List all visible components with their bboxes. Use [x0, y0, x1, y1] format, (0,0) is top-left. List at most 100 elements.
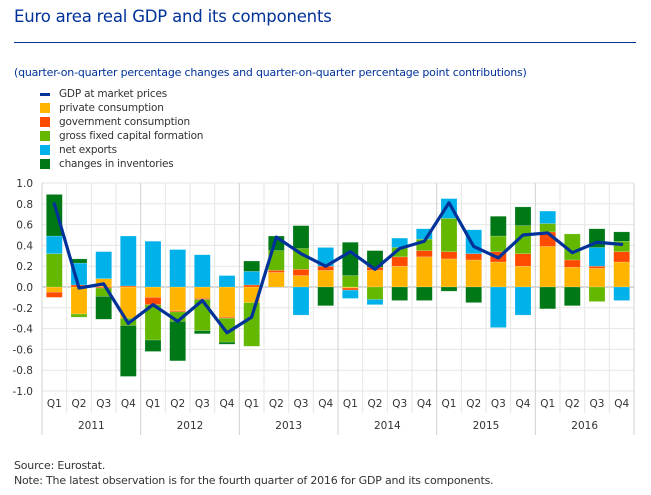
bar-segment-net-exports: [440, 198, 458, 219]
legend-item-net-exports[interactable]: net exports: [40, 143, 203, 157]
bar-segment-private-consumption: [514, 265, 532, 288]
bar-segment-net-exports: [95, 251, 112, 279]
x-axis: Q1 Q2 Q3 Q4 Q1 Q2 Q3 Q4 Q1 Q2 Q3 Q4 Q1 Q2 Q3 Q4 Q1 Q2 Q3 Q4…: [47, 398, 630, 432]
x-quarter-label: Q2: [466, 398, 481, 410]
bar-segment-changes-in-inventories: [120, 325, 137, 377]
x-quarter-label: Q2: [170, 398, 185, 410]
legend-item-private-consumption[interactable]: private consumption: [40, 101, 203, 115]
bar-segment-net-exports: [613, 286, 630, 301]
legend-swatch-icon: [40, 103, 50, 113]
y-tick-label: -1.0: [13, 386, 34, 398]
bar-segment-private-consumption: [588, 268, 606, 288]
bar-segment-changes-in-inventories: [46, 194, 63, 237]
x-quarter-label: Q1: [442, 398, 457, 410]
source-note: Source: Eurostat.: [14, 459, 106, 472]
bar-segment-changes-in-inventories: [292, 225, 310, 249]
bar-segment-gross-fixed-capital-formation: [342, 275, 359, 288]
legend-label: government consumption: [59, 116, 190, 128]
bar-segment-private-consumption: [268, 272, 285, 288]
y-tick-label: -0.8: [13, 365, 34, 377]
bar-segment-government-consumption: [268, 270, 285, 273]
y-tick-label: 1.0: [16, 178, 33, 190]
x-quarter-label: Q4: [614, 398, 629, 410]
bar-segment-private-consumption: [366, 270, 384, 288]
x-quarter-label: Q1: [343, 398, 358, 410]
bar-segment-government-consumption: [169, 310, 186, 313]
bar-segment-government-consumption: [243, 284, 260, 288]
gdp-line-layer: [52, 201, 624, 335]
bar-segment-government-consumption: [564, 259, 581, 268]
bar-segment-private-consumption: [218, 286, 236, 318]
bar-segment-changes-in-inventories: [416, 286, 433, 301]
x-year-label: 2016: [571, 420, 598, 432]
legend-item-gfcf[interactable]: gross fixed capital formation: [40, 129, 203, 143]
bar-segment-net-exports: [46, 235, 63, 254]
bar-segment-net-exports: [539, 210, 556, 224]
x-quarter-label: Q3: [195, 398, 210, 410]
bar-segment-private-consumption: [46, 286, 63, 293]
bar-segment-government-consumption: [514, 253, 532, 267]
x-year-label: 2013: [275, 420, 302, 432]
bar-segment-net-exports: [218, 275, 236, 288]
bar-segment-government-consumption: [465, 253, 482, 261]
x-quarter-label: Q1: [244, 398, 259, 410]
bar-segment-gross-fixed-capital-formation: [539, 223, 556, 233]
bar-segment-private-consumption: [539, 246, 556, 288]
y-tick-label: -0.2: [13, 303, 34, 315]
x-quarter-label: Q1: [540, 398, 555, 410]
gdp-line: [52, 201, 624, 335]
bar-segment-gross-fixed-capital-formation: [366, 286, 384, 300]
x-quarter-label: Q1: [47, 398, 62, 410]
bar-segment-gross-fixed-capital-formation: [440, 218, 458, 252]
bar-segment-private-consumption: [416, 256, 433, 288]
bar-segment-private-consumption: [292, 275, 310, 288]
x-quarter-label: Q4: [121, 398, 136, 410]
bar-segment-net-exports: [514, 286, 532, 316]
legend-item-inventories[interactable]: changes in inventories: [40, 157, 203, 171]
gdp-chart: -1.0 -0.8 -0.6 -0.4 -0.2 0.0 0.2 0.4 0.6 0.8 1.0 Q…: [13, 178, 635, 435]
chart-title: Euro area real GDP and its components: [14, 7, 332, 26]
bar-segment-changes-in-inventories: [70, 258, 88, 264]
bar-segment-net-exports: [292, 286, 310, 316]
bar-segment-net-exports: [194, 254, 211, 288]
bar-segment-changes-in-inventories: [218, 341, 236, 345]
y-tick-label: 0.6: [16, 220, 33, 232]
bar-segment-private-consumption: [169, 286, 186, 312]
x-quarter-label: Q1: [146, 398, 161, 410]
bar-segment-gross-fixed-capital-formation: [588, 286, 606, 302]
bar-segment-gross-fixed-capital-formation: [243, 302, 260, 347]
bar-segment-government-consumption: [613, 251, 630, 263]
bar-segment-private-consumption: [465, 259, 482, 288]
bar-segment-government-consumption: [46, 291, 63, 298]
x-quarter-label: Q4: [220, 398, 235, 410]
bar-segment-net-exports: [342, 289, 359, 299]
x-quarter-label: Q3: [590, 398, 605, 410]
bar-segment-changes-in-inventories: [169, 321, 186, 362]
legend-item-government-consumption[interactable]: government consumption: [40, 115, 203, 129]
bar-segment-net-exports: [366, 299, 384, 305]
x-year-label: 2011: [78, 420, 105, 432]
x-year-label: 2014: [374, 420, 401, 432]
bar-segment-private-consumption: [564, 266, 581, 288]
x-quarter-label: Q3: [294, 398, 309, 410]
footnote: Note: The latest observation is for the …: [14, 474, 494, 487]
legend: GDP at market prices private consumption…: [40, 87, 203, 171]
bar-segment-changes-in-inventories: [613, 231, 630, 242]
legend-item-gdp[interactable]: GDP at market prices: [40, 87, 203, 101]
x-quarter-label: Q4: [417, 398, 432, 410]
bar-segment-changes-in-inventories: [514, 206, 532, 226]
x-quarter-label: Q2: [368, 398, 383, 410]
bar-segment-gross-fixed-capital-formation: [70, 313, 88, 318]
bar-segment-net-exports: [588, 247, 606, 267]
bar-segment-government-consumption: [292, 269, 310, 276]
x-quarter-label: Q2: [72, 398, 87, 410]
x-quarter-label: Q3: [392, 398, 407, 410]
bar-segment-changes-in-inventories: [440, 286, 458, 292]
legend-swatch-icon: [40, 131, 50, 141]
bar-segment-changes-in-inventories: [95, 296, 112, 320]
bar-segment-government-consumption: [416, 250, 433, 258]
x-quarter-label: Q4: [318, 398, 333, 410]
bar-segment-net-exports: [144, 240, 162, 288]
x-year-label: 2015: [473, 420, 500, 432]
bar-segment-government-consumption: [588, 265, 606, 269]
